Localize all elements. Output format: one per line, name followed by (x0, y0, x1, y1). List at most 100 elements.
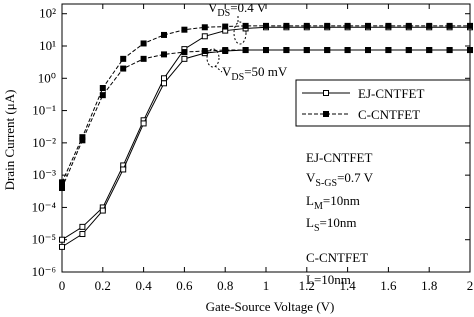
legend-box (295, 79, 471, 127)
annotation-sub: DS (231, 72, 244, 83)
x-tick-label: 0 (59, 278, 66, 293)
annotation: VDS=50 mV (222, 64, 288, 83)
y-tick-label: 10¹ (39, 38, 56, 53)
note: EJ-CNTFET (306, 150, 373, 165)
note-sub: S-GS (315, 178, 337, 189)
x-tick-label: 1 (263, 278, 270, 293)
marker (323, 90, 329, 96)
note: LM=10nm (306, 193, 360, 212)
marker (201, 24, 208, 31)
marker (161, 51, 167, 58)
y-tick-label: 10⁻³ (32, 167, 56, 182)
note-main: L (306, 215, 314, 230)
marker (324, 47, 331, 54)
marker (303, 47, 310, 54)
annotation-main: V (208, 0, 218, 15)
marker (79, 137, 86, 144)
y-tick-label: 10⁻⁶ (32, 264, 56, 279)
x-tick-label: 0.2 (95, 278, 111, 293)
marker (323, 111, 329, 117)
annotation-sub: DS (217, 8, 230, 19)
y-tick-label: 10⁻⁴ (32, 199, 57, 214)
series-line (61, 49, 470, 189)
plot-frame (61, 3, 471, 273)
marker (365, 22, 371, 29)
marker (467, 47, 473, 54)
note: C-CNTFET (306, 250, 368, 265)
marker (242, 47, 249, 54)
note-sub: M (314, 201, 323, 212)
marker (59, 243, 65, 250)
annotation-rest: =0.4 V (230, 0, 267, 15)
x-tick-label: 1.4 (339, 278, 356, 293)
note-rest: =10nm (323, 193, 360, 208)
note: LS=10nm (306, 215, 356, 234)
note-main: L (306, 193, 314, 208)
marker (263, 22, 269, 29)
marker (161, 31, 167, 38)
annotation-ellipse (206, 48, 220, 68)
y-axis-label: Drain Current (μA) (2, 90, 17, 191)
marker (426, 22, 433, 29)
annotation-main: V (222, 64, 232, 79)
note-rest: =10nm (320, 215, 357, 230)
marker (161, 80, 167, 87)
marker (120, 166, 127, 173)
marker (120, 65, 127, 72)
x-tick-label: 1.6 (380, 278, 397, 293)
x-tick-label: 2 (467, 278, 474, 293)
marker (446, 22, 453, 29)
marker (79, 223, 86, 230)
marker (446, 47, 453, 54)
marker (99, 85, 106, 92)
x-tick-label: 0.6 (176, 278, 193, 293)
marker (426, 47, 433, 54)
annotation-ellipse (233, 21, 247, 45)
marker (303, 22, 310, 29)
note-rest: =0.7 V (337, 170, 374, 185)
marker (385, 47, 392, 54)
marker (59, 179, 65, 186)
note-main: V (306, 170, 316, 185)
marker (181, 49, 188, 56)
x-axis-label: Gate-Source Voltage (V) (206, 299, 335, 314)
x-tick-label: 1.2 (299, 278, 315, 293)
marker (99, 207, 106, 214)
marker (405, 47, 412, 54)
note: L=10nm (306, 272, 351, 287)
marker (140, 120, 147, 127)
marker (59, 236, 65, 243)
marker (385, 22, 392, 29)
marker (283, 47, 290, 54)
legend-label: C-CNTFET (358, 107, 420, 122)
note-sub: S (314, 223, 320, 234)
x-tick-label: 0.8 (217, 278, 233, 293)
marker (222, 23, 229, 30)
marker (344, 47, 351, 54)
marker (201, 48, 208, 55)
marker (59, 184, 65, 191)
annotation-pointer (214, 65, 223, 73)
marker (365, 47, 371, 54)
y-tick-label: 10⁻⁵ (32, 232, 56, 247)
note-main: EJ-CNTFET (306, 150, 373, 165)
marker (120, 55, 127, 62)
note-main: L=10nm (306, 272, 351, 287)
y-tick-label: 10² (39, 6, 56, 21)
marker (263, 47, 269, 54)
marker (283, 22, 290, 29)
annotation-rest: =50 mV (244, 64, 288, 79)
y-tick-label: 10⁻² (32, 135, 56, 150)
note: VS-GS=0.7 V (306, 170, 374, 189)
note-main: C-CNTFET (306, 250, 368, 265)
x-tick-label: 0.4 (135, 278, 152, 293)
marker (161, 75, 167, 82)
marker (405, 22, 412, 29)
x-tick-label: 1.8 (421, 278, 437, 293)
marker (181, 26, 188, 33)
y-tick-label: 10⁻¹ (32, 103, 56, 118)
marker (324, 22, 331, 29)
marker (140, 40, 147, 47)
marker (79, 231, 86, 238)
